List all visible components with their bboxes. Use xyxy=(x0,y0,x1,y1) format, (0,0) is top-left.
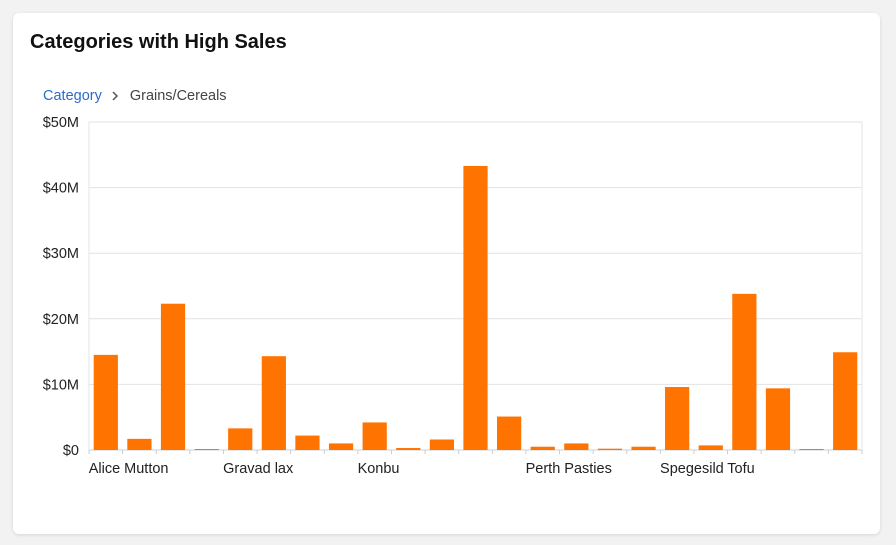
bar[interactable] xyxy=(396,448,421,450)
y-tick-label: $50M xyxy=(43,115,79,131)
bar[interactable] xyxy=(429,439,454,450)
chevron-right-icon xyxy=(108,89,122,103)
breadcrumb: Category Grains/Cereals xyxy=(43,88,227,104)
bar[interactable] xyxy=(261,356,286,450)
bar[interactable] xyxy=(93,354,118,450)
x-tick-label: Tofu xyxy=(727,461,754,477)
bar[interactable] xyxy=(463,165,488,450)
bar[interactable] xyxy=(732,293,757,450)
bar[interactable] xyxy=(530,446,555,450)
bar[interactable] xyxy=(564,443,589,450)
y-tick-label: $40M xyxy=(43,181,79,197)
bar[interactable] xyxy=(799,449,824,450)
y-tick-label: $20M xyxy=(43,312,79,328)
breadcrumb-category-link[interactable]: Category xyxy=(43,88,102,104)
x-tick-label: Alice Mutton xyxy=(89,461,169,477)
bar[interactable] xyxy=(362,422,387,450)
x-tick-label: Spegesild xyxy=(660,461,724,477)
bar[interactable] xyxy=(295,435,320,450)
bar[interactable] xyxy=(160,303,186,450)
bar[interactable] xyxy=(665,387,690,450)
x-tick-label: Gravad lax xyxy=(223,461,294,477)
y-tick-label: $30M xyxy=(43,246,79,262)
bar[interactable] xyxy=(597,448,623,450)
bar[interactable] xyxy=(698,445,723,450)
bar[interactable] xyxy=(228,428,253,450)
y-tick-label: $0 xyxy=(63,443,79,459)
bar[interactable] xyxy=(328,443,354,450)
bar[interactable] xyxy=(631,446,656,450)
x-tick-label: Konbu xyxy=(358,461,400,477)
breadcrumb-current: Grains/Cereals xyxy=(129,88,227,104)
bar[interactable] xyxy=(194,449,219,450)
bar[interactable] xyxy=(833,352,858,450)
bar[interactable] xyxy=(497,416,522,450)
bar[interactable] xyxy=(765,388,791,450)
x-tick-label: Perth Pasties xyxy=(526,461,612,477)
y-tick-label: $10M xyxy=(43,377,79,393)
bar[interactable] xyxy=(127,438,152,450)
chart-title: Categories with High Sales xyxy=(30,31,287,53)
